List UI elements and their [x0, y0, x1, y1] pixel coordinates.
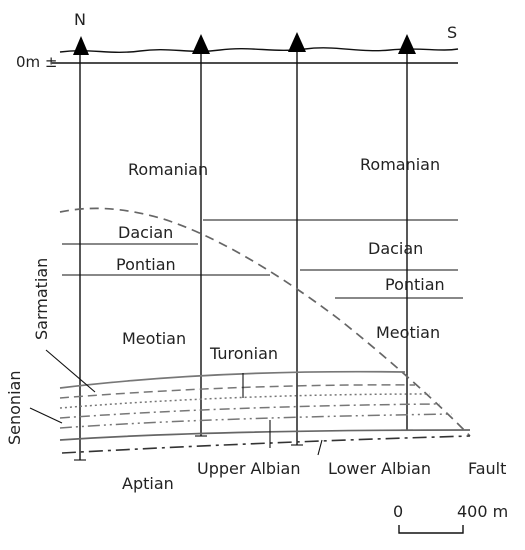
romanian-label-right: Romanian	[360, 155, 440, 174]
layer-line-5	[59, 413, 453, 429]
scale-start-label: 0	[393, 502, 403, 521]
layer-line-2	[59, 384, 416, 399]
fault-label: Fault	[468, 459, 506, 478]
meotian-label-left: Meotian	[122, 329, 186, 348]
dacian-label-left: Dacian	[118, 223, 173, 242]
aptian-label: Aptian	[122, 474, 174, 493]
upper-albian-label: Upper Albian	[197, 459, 300, 478]
scale-end-label: 400 m	[457, 502, 508, 521]
well-symbol-3	[288, 32, 306, 52]
well-symbol-1	[73, 36, 89, 55]
lower-albian-label: Lower Albian	[328, 459, 431, 478]
south-label: S	[447, 23, 457, 42]
turonian-label: Turonian	[209, 344, 278, 363]
layer-line-3	[59, 393, 431, 409]
unconformity-curve	[59, 207, 471, 437]
layer-line-1	[59, 370, 406, 389]
sarmatian-label: Sarmatian	[32, 258, 51, 340]
scale-bar	[398, 525, 464, 534]
senonian-leader	[29, 407, 63, 424]
pontian-label-left: Pontian	[116, 255, 176, 274]
datum-label: 0m ±	[16, 53, 58, 71]
meotian-label-right: Meotian	[376, 323, 440, 342]
well-symbol-4	[398, 34, 416, 54]
dacian-label-right: Dacian	[368, 239, 423, 258]
sarmatian-leader	[45, 349, 96, 393]
ground-surface-line	[59, 47, 459, 53]
lower-albian-leader	[317, 439, 323, 456]
well-symbol-2	[192, 34, 210, 54]
senonian-label: Senonian	[5, 371, 24, 445]
layer-line-4	[59, 403, 441, 419]
pontian-label-right: Pontian	[385, 275, 445, 294]
layer-line-7	[61, 435, 471, 454]
layer-line-6	[59, 429, 471, 441]
romanian-label-left: Romanian	[128, 160, 208, 179]
north-label: N	[74, 10, 86, 29]
